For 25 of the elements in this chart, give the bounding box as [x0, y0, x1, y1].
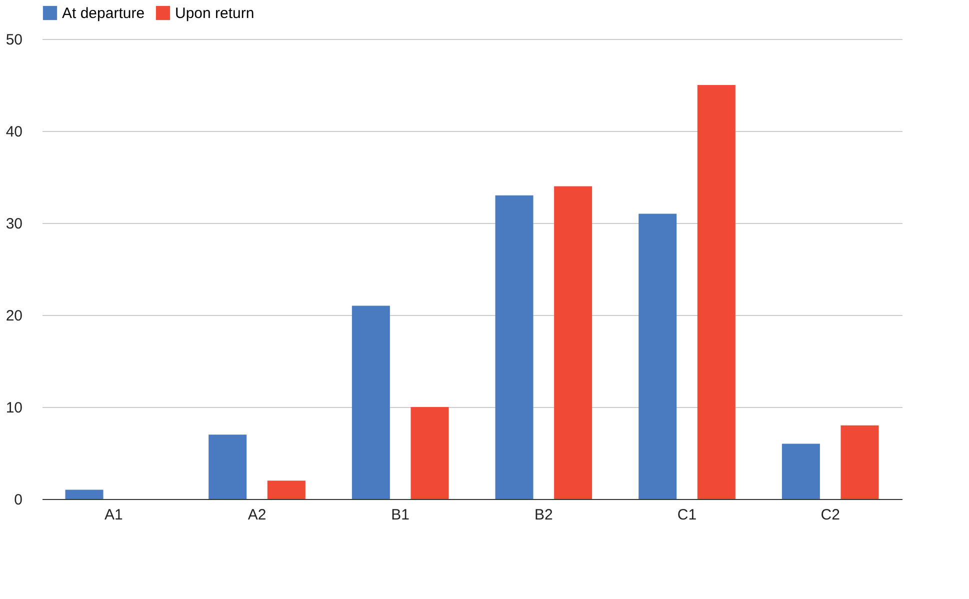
y-tick-label: 10	[6, 400, 22, 416]
x-tick-label: B1	[391, 506, 410, 524]
bar	[697, 85, 736, 499]
y-tick-label: 40	[6, 124, 22, 140]
bar	[840, 425, 879, 499]
y-tick-label: 50	[6, 32, 22, 48]
legend-label: Upon return	[175, 5, 254, 22]
bar	[410, 407, 449, 499]
y-tick-label: 20	[6, 308, 22, 324]
bar	[352, 306, 390, 499]
bar	[495, 195, 534, 499]
y-tick-label: 30	[6, 216, 22, 232]
x-tick-label: A2	[248, 506, 266, 524]
bar	[554, 186, 592, 499]
x-tick-label: C2	[820, 506, 840, 524]
bar	[782, 444, 820, 499]
bar	[208, 434, 247, 499]
x-tick-label: B2	[534, 506, 553, 524]
x-tick-label: A1	[104, 506, 123, 524]
bar	[267, 480, 306, 499]
bar	[65, 490, 104, 499]
y-tick-label: 0	[14, 492, 22, 508]
legend-label: At departure	[62, 5, 145, 22]
x-tick-label: C1	[677, 506, 697, 524]
bar	[638, 214, 677, 499]
